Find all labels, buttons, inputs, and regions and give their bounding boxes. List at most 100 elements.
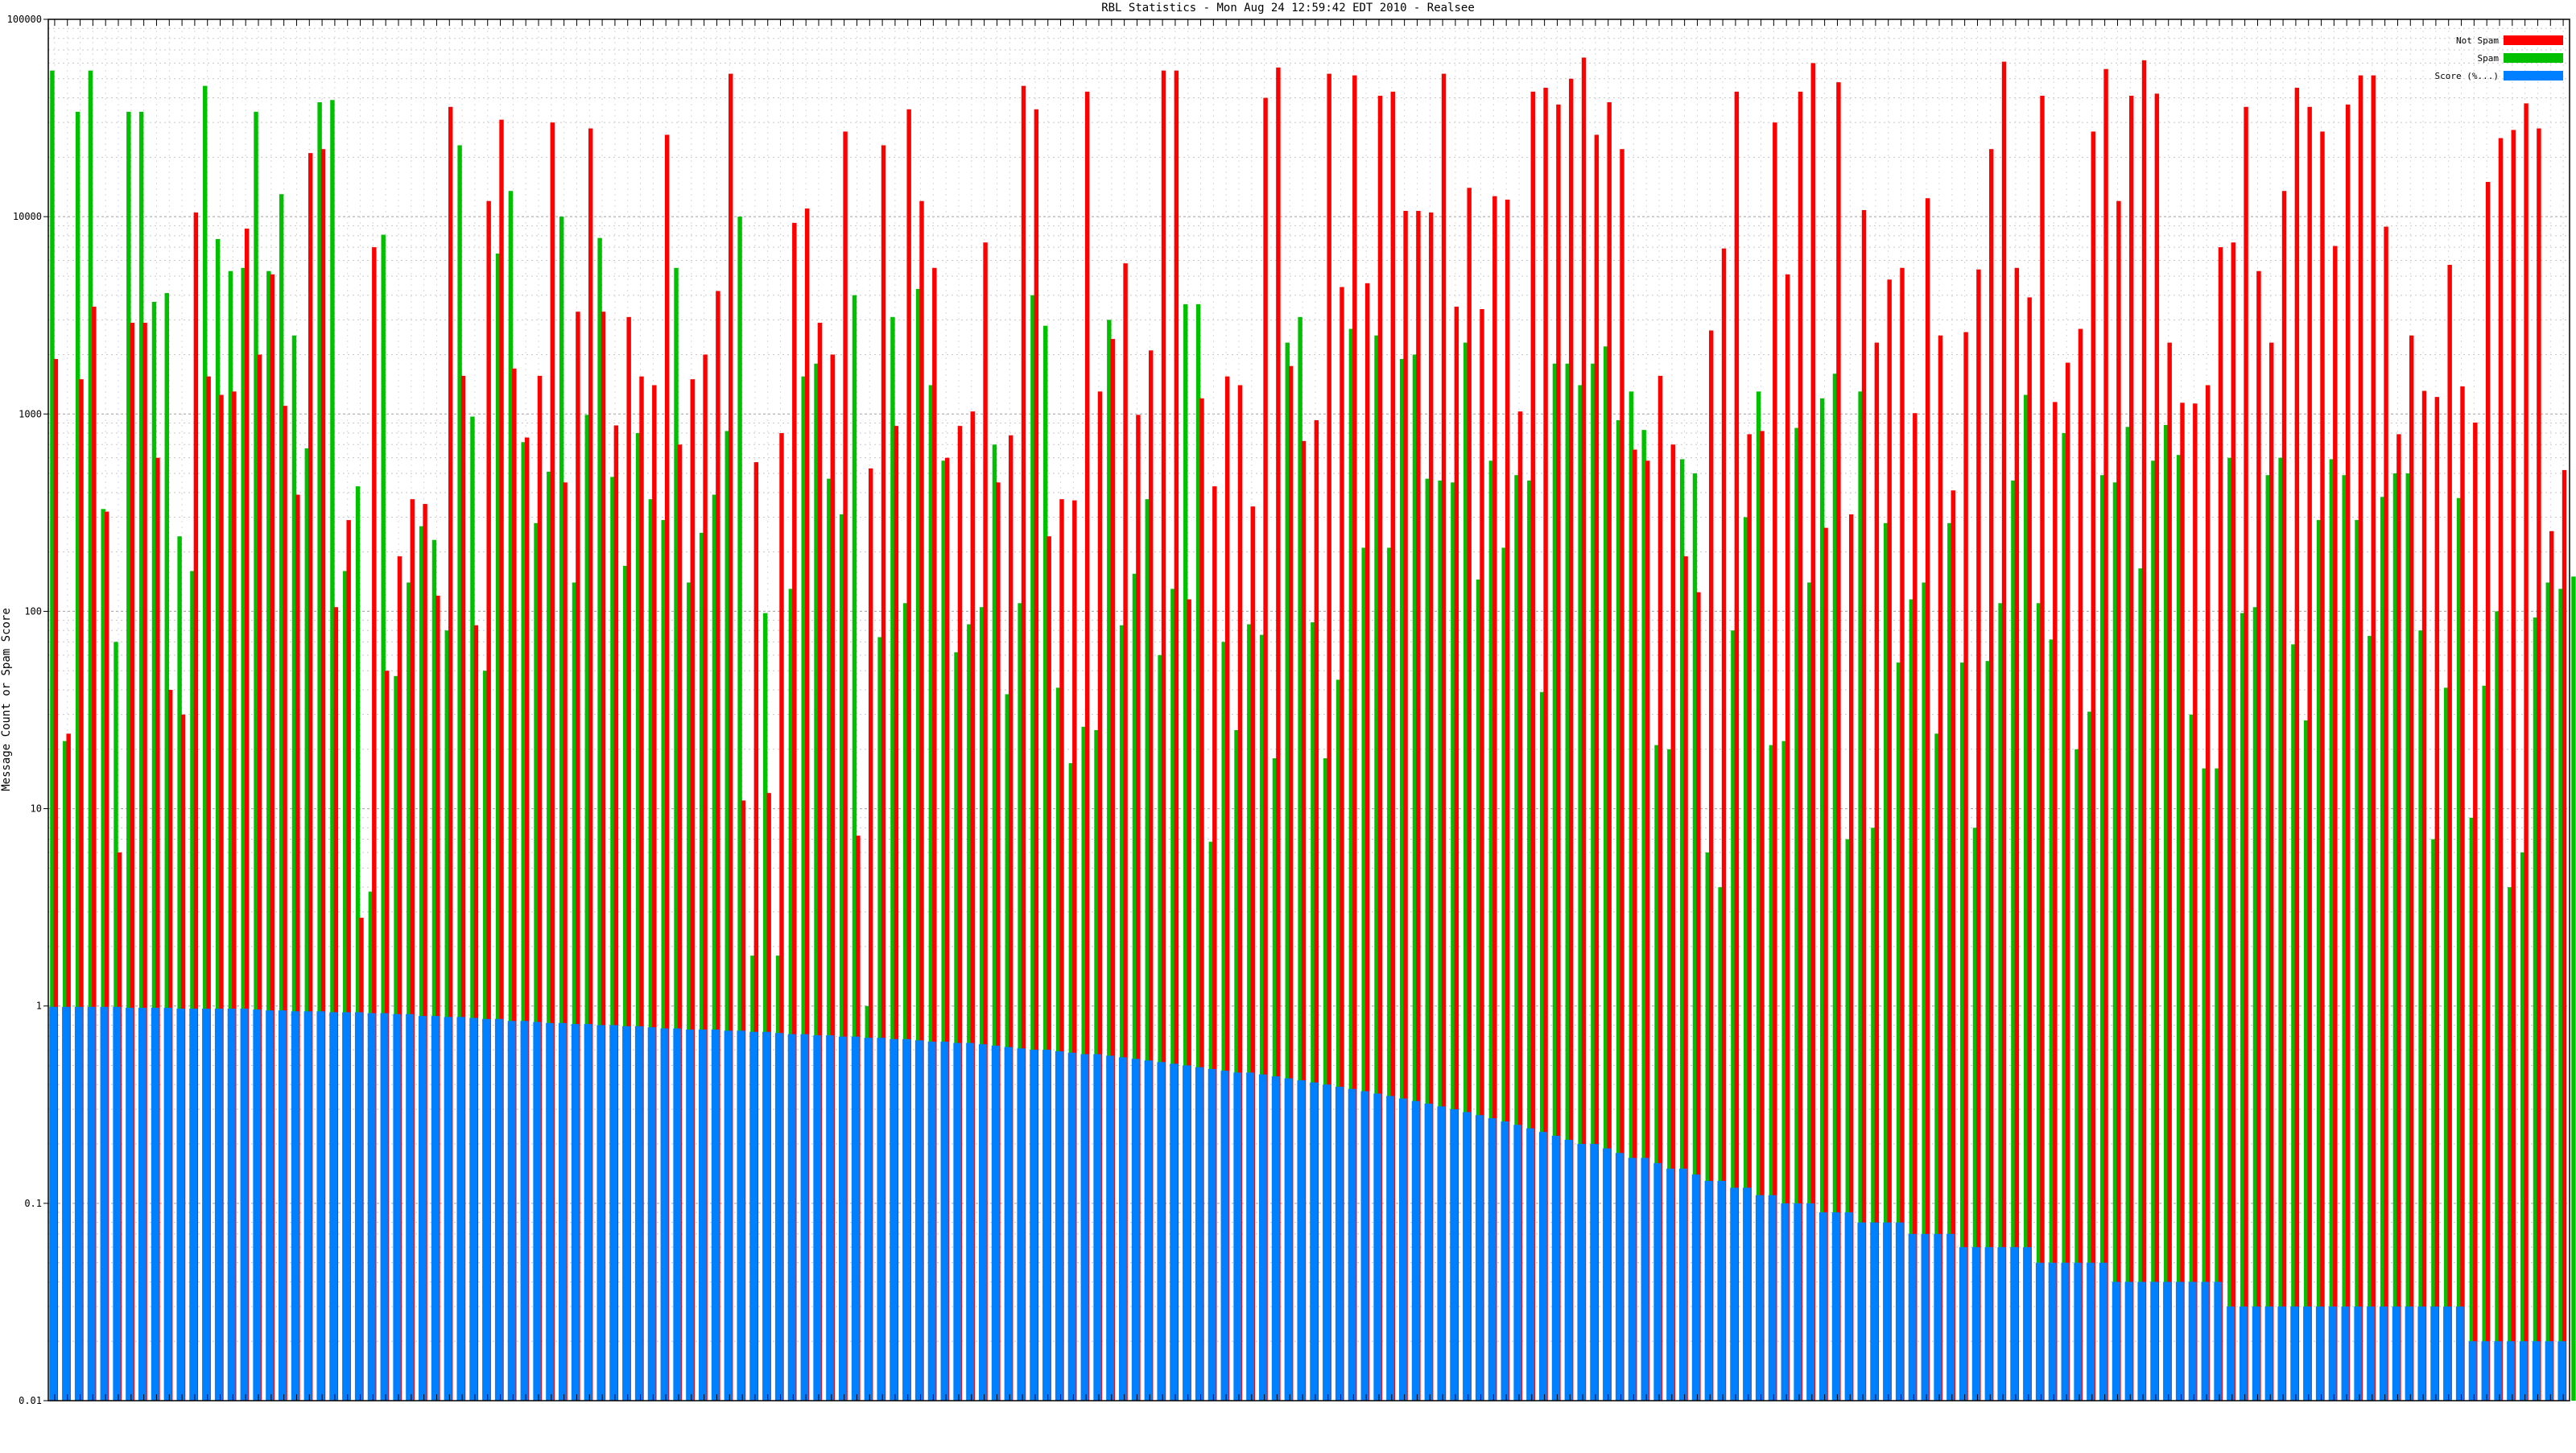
spam-bar bbox=[2418, 630, 2423, 1401]
not-spam-bar bbox=[1149, 350, 1154, 1401]
score-bar bbox=[1641, 1158, 1649, 1401]
not-spam-bar bbox=[957, 426, 963, 1401]
not-spam-bar bbox=[346, 520, 351, 1401]
spam-bar bbox=[584, 415, 590, 1401]
not-spam-bar bbox=[1798, 91, 1803, 1401]
spam-bar bbox=[2405, 473, 2411, 1401]
score-bar bbox=[2201, 1282, 2210, 1401]
spam-bar bbox=[1018, 603, 1022, 1401]
score-bar bbox=[1055, 1051, 1063, 1401]
spam-bar bbox=[1158, 654, 1162, 1401]
spam-bar bbox=[877, 637, 882, 1401]
score-bar bbox=[1080, 1054, 1089, 1401]
spam-bar bbox=[1616, 420, 1621, 1401]
score-bar bbox=[2481, 1341, 2490, 1401]
not-spam-bar bbox=[2333, 246, 2338, 1401]
y-tick-label: 1 bbox=[36, 1001, 42, 1012]
score-bar bbox=[724, 1030, 733, 1401]
spam-bar bbox=[1832, 374, 1838, 1401]
spam-bar bbox=[788, 588, 794, 1401]
score-bar bbox=[1653, 1162, 1662, 1401]
not-spam-bar bbox=[1861, 209, 1867, 1401]
not-spam-bar bbox=[473, 625, 479, 1401]
score-bar bbox=[1908, 1233, 1917, 1401]
spam-bar bbox=[1718, 887, 1723, 1401]
not-spam-bar bbox=[1263, 97, 1268, 1401]
spam-bar bbox=[712, 494, 717, 1401]
score-bar bbox=[2545, 1341, 2553, 1401]
legend: Not Spam Spam Score (%...) bbox=[2435, 35, 2563, 81]
spam-bar bbox=[1629, 391, 1634, 1401]
not-spam-bar bbox=[1467, 188, 1472, 1401]
spam-bar bbox=[2215, 768, 2219, 1401]
not-spam-bar bbox=[295, 494, 300, 1401]
not-spam-bar bbox=[1836, 82, 1841, 1401]
spam-bar bbox=[890, 316, 895, 1401]
spam-bar bbox=[1909, 599, 1914, 1401]
not-spam-bar bbox=[1849, 514, 1854, 1401]
score-bar bbox=[991, 1045, 1000, 1401]
score-bar bbox=[151, 1007, 159, 1401]
spam-bar bbox=[343, 571, 348, 1401]
spam-bar bbox=[1679, 459, 1685, 1401]
score-bar bbox=[1513, 1125, 1522, 1401]
spam-bar bbox=[2520, 852, 2525, 1401]
score-bar bbox=[1017, 1048, 1026, 1401]
score-bar bbox=[227, 1008, 236, 1401]
score-bar bbox=[342, 1012, 350, 1401]
score-bar bbox=[2188, 1282, 2197, 1401]
not-spam-bar bbox=[1250, 506, 1255, 1401]
score-bar bbox=[647, 1027, 656, 1401]
not-spam-bar bbox=[219, 394, 224, 1401]
spam-bar bbox=[1692, 473, 1698, 1401]
spam-bar bbox=[534, 522, 539, 1401]
not-spam-bar bbox=[1696, 592, 1701, 1401]
y-tick-label: 100 bbox=[24, 605, 42, 617]
spam-bar bbox=[1781, 741, 1786, 1401]
y-tick-label: 1000 bbox=[19, 408, 42, 419]
spam-bar bbox=[597, 237, 602, 1401]
score-bar bbox=[1538, 1132, 1547, 1401]
spam-bar bbox=[457, 145, 462, 1401]
not-spam-bar bbox=[1657, 375, 1663, 1401]
not-spam-bar bbox=[2524, 103, 2529, 1401]
score-bar bbox=[1424, 1104, 1433, 1401]
spam-bar bbox=[2202, 768, 2207, 1401]
spam-bar bbox=[126, 111, 131, 1401]
not-spam-bar bbox=[1747, 434, 1752, 1401]
score-bar bbox=[49, 1006, 58, 1401]
score-bar bbox=[1348, 1088, 1356, 1401]
spam-bar bbox=[291, 335, 297, 1401]
spam-bar bbox=[954, 652, 959, 1401]
spam-bar bbox=[1451, 482, 1455, 1401]
score-bar bbox=[316, 1011, 325, 1401]
spam-bar bbox=[1539, 691, 1545, 1401]
score-bar bbox=[2341, 1306, 2350, 1401]
spam-bar bbox=[164, 293, 170, 1401]
not-spam-bar bbox=[2180, 402, 2185, 1401]
not-spam-bar bbox=[1199, 398, 1204, 1401]
spam-bar bbox=[2291, 644, 2296, 1401]
not-spam-bar bbox=[729, 73, 733, 1401]
not-spam-bar bbox=[716, 291, 720, 1401]
spam-bar bbox=[2482, 685, 2487, 1401]
not-spam-bar bbox=[550, 122, 555, 1401]
score-bar bbox=[1284, 1078, 1293, 1401]
legend-label: Score (%...) bbox=[2435, 71, 2499, 81]
spam-bar bbox=[2227, 457, 2232, 1401]
not-spam-bar bbox=[1034, 109, 1039, 1401]
axis-layer: 0.01 0.1 1 10 100 1000 10000 100000 bbox=[7, 14, 2570, 1406]
spam-bar bbox=[623, 565, 628, 1401]
not-spam-bar bbox=[588, 128, 593, 1401]
not-spam-bar bbox=[1760, 431, 1765, 1401]
spam-bar bbox=[1043, 325, 1048, 1401]
score-bar bbox=[1526, 1128, 1534, 1401]
score-bar bbox=[406, 1013, 414, 1401]
spam-bar bbox=[1578, 385, 1583, 1401]
score-bar bbox=[1463, 1112, 1471, 1401]
score-bar bbox=[2252, 1306, 2260, 1401]
legend-label: Spam bbox=[2478, 53, 2500, 64]
spam-bar bbox=[992, 444, 997, 1401]
score-bar bbox=[1106, 1055, 1114, 1401]
spam-bar bbox=[941, 460, 946, 1401]
